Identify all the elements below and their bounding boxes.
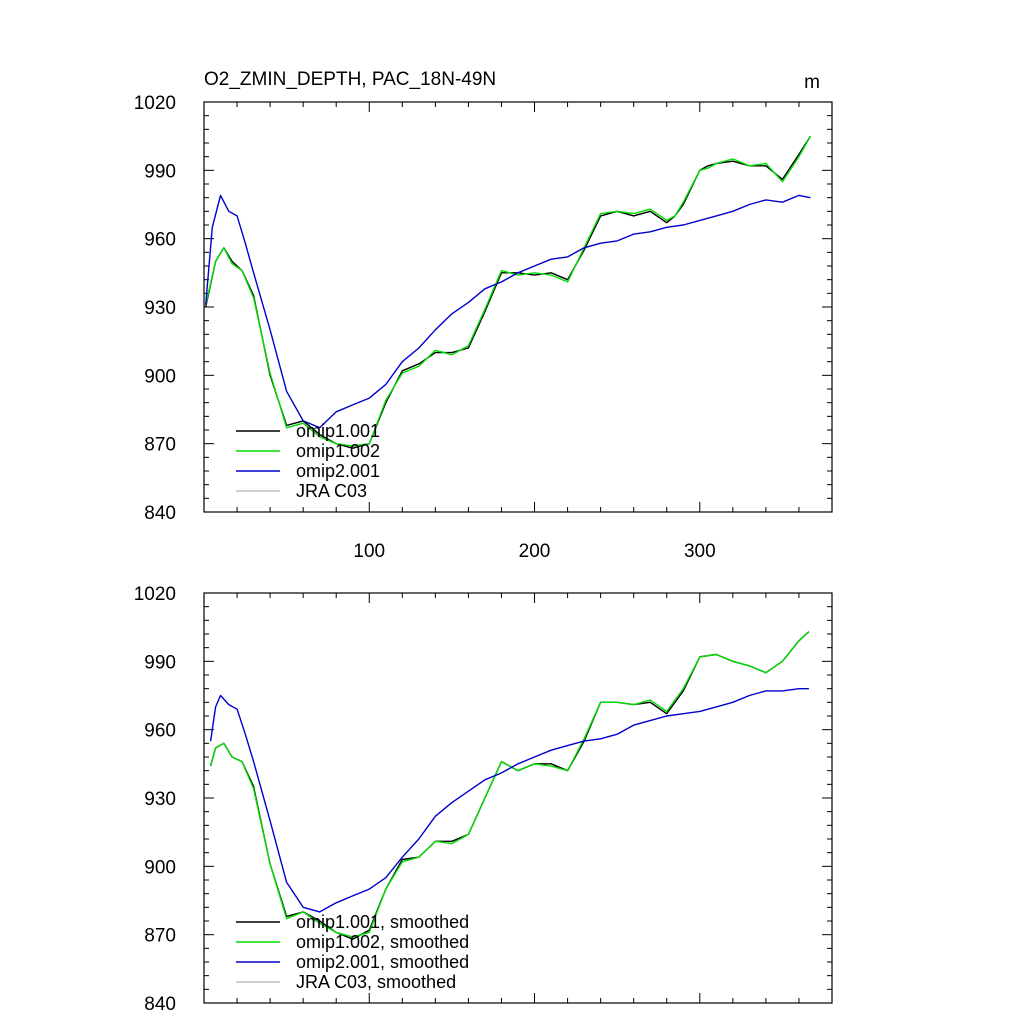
series-line-2 [205, 194, 811, 429]
y-tick-label: 900 [144, 366, 176, 387]
y-tick-label: 840 [144, 994, 176, 1015]
legend-label: omip1.001 [296, 421, 380, 441]
legend-label: omip1.002, smoothed [296, 932, 469, 952]
legend-label: omip2.001, smoothed [296, 952, 469, 972]
bottom-panel: 840 870 900 930 960 990 1020 omip1.001, smoothe… [134, 584, 833, 1015]
y-tick-label: 870 [144, 926, 176, 947]
y-tick-label: 870 [144, 435, 176, 456]
series-line-1 [209, 631, 810, 938]
y-tick-label: 900 [144, 857, 176, 878]
series-line-0 [209, 631, 810, 940]
units-label: m [804, 72, 820, 93]
legend-label: omip2.001 [296, 461, 380, 481]
legend-label: JRA C03, smoothed [296, 972, 456, 992]
y-tick-label: 930 [144, 789, 176, 810]
y-tick-label: 1020 [134, 584, 176, 605]
y-tick-label: 990 [144, 652, 176, 673]
legend-label: omip1.001, smoothed [296, 912, 469, 932]
x-tick-label: 300 [684, 541, 716, 562]
series-line-1 [205, 135, 812, 447]
y-tick-label: 960 [144, 721, 176, 742]
y-tick-label: 1020 [134, 93, 176, 114]
y-tick-label: 930 [144, 298, 176, 319]
y-tick-label: 840 [144, 503, 176, 524]
series-line-2 [209, 688, 809, 913]
y-tick-label: 960 [144, 230, 176, 251]
top-panel: 840 870 900 930 960 990 1020 100 200 300 omip1.001… [134, 93, 833, 562]
y-tick-label: 990 [144, 161, 176, 182]
legend-label: JRA C03 [296, 481, 367, 501]
x-tick-label: 200 [519, 541, 551, 562]
series-line-0 [205, 135, 812, 449]
x-tick-label: 100 [353, 541, 385, 562]
legend-label: omip1.002 [296, 441, 380, 461]
plot-title: O2_ZMIN_DEPTH, PAC_18N-49N [204, 69, 496, 90]
